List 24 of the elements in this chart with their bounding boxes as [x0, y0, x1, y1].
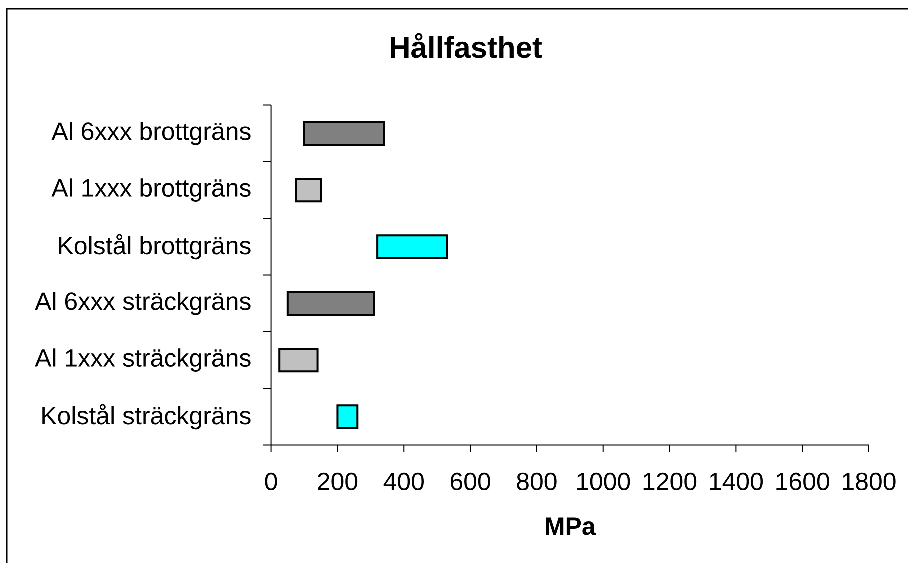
x-tick-label: 400 [384, 472, 424, 491]
bar [304, 121, 386, 146]
y-tick-label: Kolstål brottgräns [59, 234, 251, 260]
x-tick-label: 1800 [843, 472, 896, 491]
bar [278, 348, 319, 373]
x-tick-label: 800 [517, 472, 557, 491]
y-tick-label: Al 6xxx brottgräns [52, 122, 251, 146]
chart-title: Hållfasthet [391, 33, 542, 58]
x-axis-title: MPa [546, 518, 596, 536]
x-tick-label: 1000 [577, 472, 630, 491]
x-tick-label: 1600 [776, 472, 830, 491]
y-tick-label: Kolstål sträckgräns [42, 404, 251, 430]
y-tick-label: Al 1xxx sträckgräns [35, 348, 251, 372]
x-tick-label: 1400 [710, 472, 763, 491]
x-tick-label: 200 [318, 472, 358, 491]
bar [286, 291, 376, 316]
y-tick-label: Al 6xxx sträckgräns [35, 292, 251, 316]
y-tick-label: Al 1xxx brottgräns [52, 178, 251, 202]
bar [336, 404, 359, 430]
bar [295, 178, 322, 203]
x-tick-label: 0 [265, 472, 278, 491]
bar [376, 234, 448, 260]
x-tick-label: 600 [450, 472, 490, 491]
x-tick-label: 1200 [644, 472, 697, 491]
